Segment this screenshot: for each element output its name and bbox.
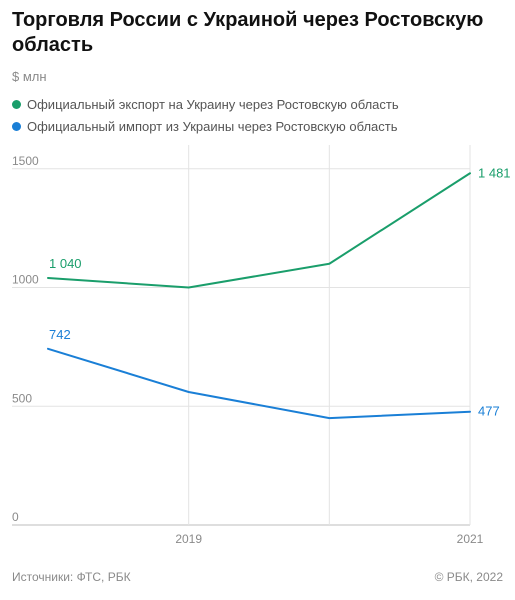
- legend-label-import: Официальный импорт из Украины через Рост…: [27, 118, 398, 134]
- y-tick-label: 1000: [12, 273, 39, 287]
- y-tick-label: 1500: [12, 154, 39, 168]
- data-label: 742: [49, 327, 71, 342]
- legend-marker-export: [12, 99, 21, 109]
- legend-item-import: Официальный импорт из Украины через Рост…: [12, 115, 399, 137]
- series-line-export: [47, 172, 471, 289]
- y-tick-label: 0: [12, 510, 19, 524]
- source-note: Источники: ФТС, РБК: [12, 570, 131, 584]
- series-line-import: [47, 347, 471, 420]
- legend-label-export: Официальный экспорт на Украину через Рос…: [27, 96, 399, 112]
- legend-item-export: Официальный экспорт на Украину через Рос…: [12, 93, 399, 115]
- x-tick-label: 2021: [457, 532, 484, 546]
- x-tick-label: 2019: [175, 532, 202, 546]
- legend-marker-import: [12, 121, 21, 131]
- legend: Официальный экспорт на Украину через Рос…: [12, 93, 399, 137]
- copyright-note: © РБК, 2022: [434, 570, 503, 584]
- chart-title: Торговля России с Украиной через Ростовс…: [12, 9, 484, 56]
- unit-label: $ млн: [12, 69, 47, 84]
- data-label: 1 040: [49, 256, 82, 271]
- data-label: 477: [478, 404, 500, 419]
- data-label: 1 481: [478, 165, 511, 180]
- y-tick-label: 500: [12, 391, 32, 405]
